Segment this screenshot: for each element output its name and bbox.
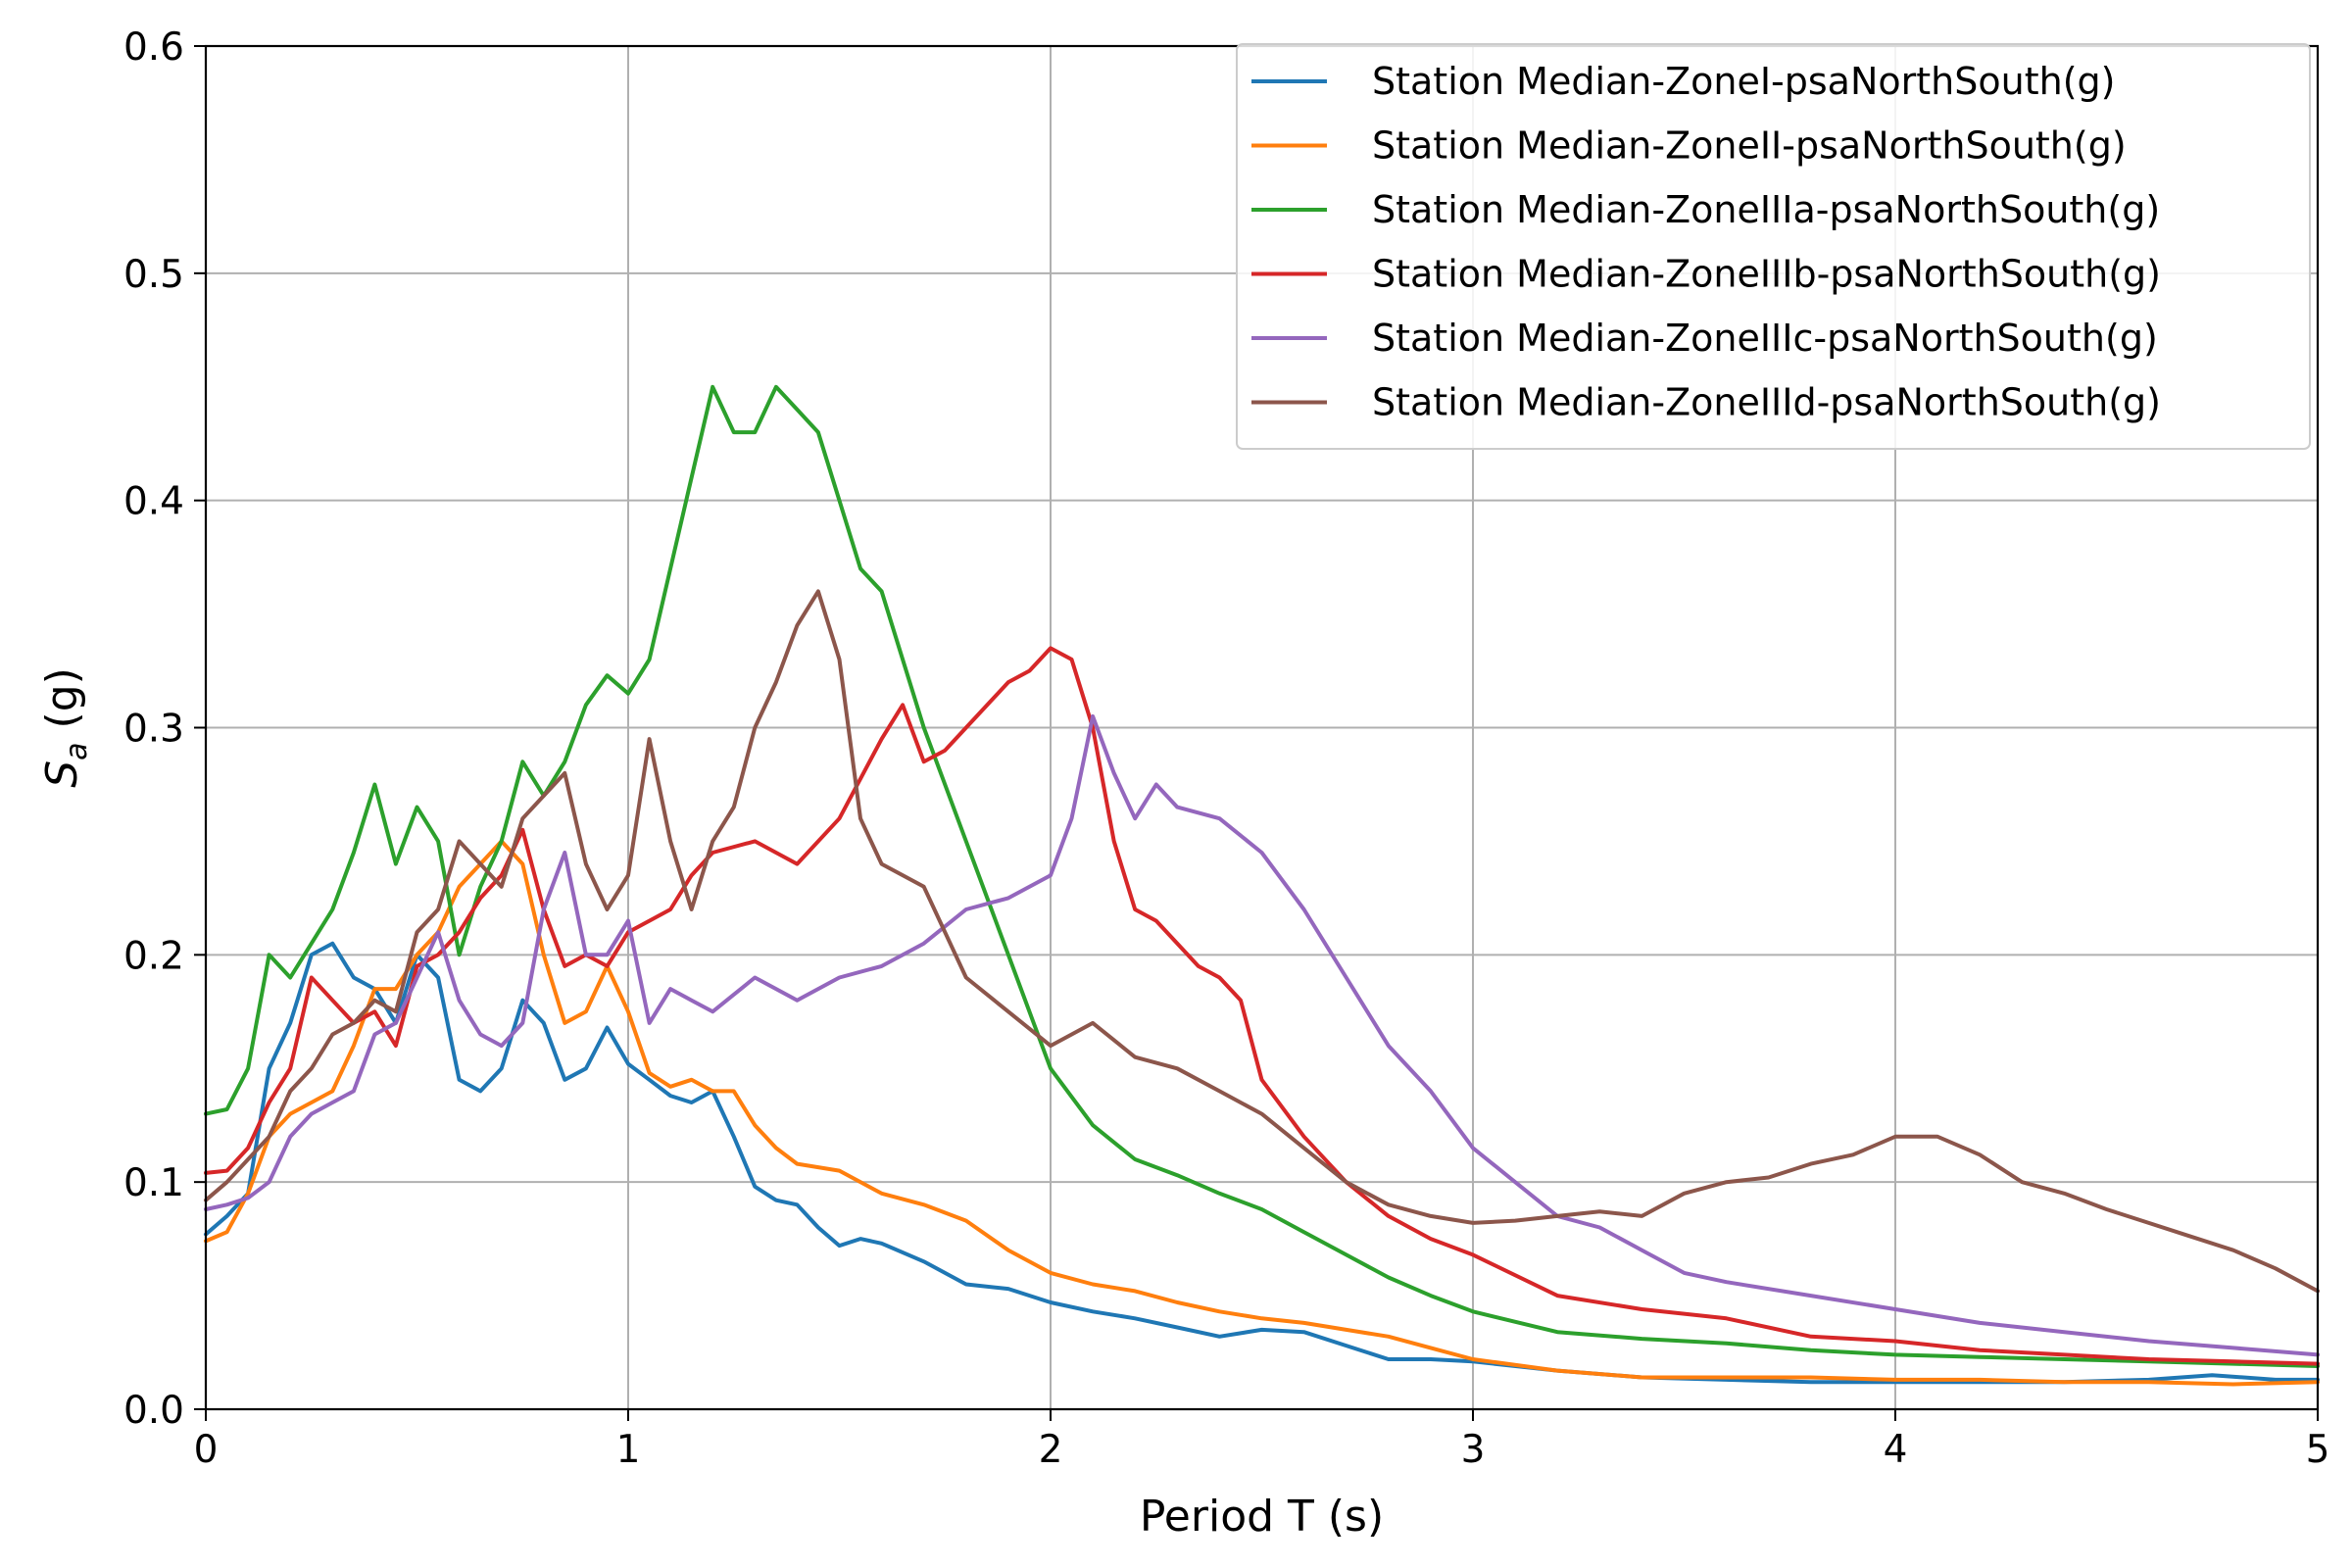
legend-label: Station Median-ZoneI-psaNorthSouth(g) bbox=[1372, 60, 2115, 103]
y-tick-label: 0.5 bbox=[123, 253, 184, 297]
legend-label: Station Median-ZoneIIIb-psaNorthSouth(g) bbox=[1372, 253, 2161, 296]
y-axis-label-subscript: a bbox=[60, 742, 94, 760]
legend-label: Station Median-ZoneII-psaNorthSouth(g) bbox=[1372, 124, 2127, 168]
x-tick-label: 4 bbox=[1884, 1428, 1908, 1472]
legend-label: Station Median-ZoneIIIa-psaNorthSouth(g) bbox=[1372, 188, 2160, 231]
series-line-5 bbox=[204, 713, 2320, 1357]
y-tick-label: 0.1 bbox=[123, 1161, 184, 1205]
y-tick-label: 0.6 bbox=[123, 25, 184, 70]
x-tick-label: 1 bbox=[616, 1428, 641, 1472]
series-line-6 bbox=[204, 589, 2320, 1294]
legend-box bbox=[1236, 43, 2311, 450]
series-layer bbox=[204, 384, 2320, 1387]
x-tick-label: 5 bbox=[2306, 1428, 2330, 1472]
x-tick-label: 0 bbox=[194, 1428, 219, 1472]
series-line-4 bbox=[204, 646, 2320, 1366]
series-line-3 bbox=[204, 384, 2320, 1368]
y-axis-label: Sa (g) bbox=[37, 667, 94, 788]
y-tick-label: 0.4 bbox=[123, 480, 184, 524]
legend: Station Median-ZoneI-psaNorthSouth(g) Sta… bbox=[1236, 43, 2311, 450]
y-axis-label-unit: (g) bbox=[37, 667, 87, 742]
legend-label: Station Median-ZoneIIId-psaNorthSouth(g) bbox=[1372, 381, 2161, 424]
x-tick-label: 3 bbox=[1461, 1428, 1486, 1472]
y-tick-label: 0.0 bbox=[123, 1389, 184, 1433]
x-axis-label: Period T (s) bbox=[1140, 1492, 1384, 1542]
y-axis-label-base: S bbox=[37, 760, 87, 788]
x-tick-label: 2 bbox=[1039, 1428, 1063, 1472]
legend-label: Station Median-ZoneIIIc-psaNorthSouth(g) bbox=[1372, 317, 2158, 360]
grid-lines bbox=[205, 45, 2319, 1410]
axis-ticks: 0 1 2 3 4 5 0.0 0.1 0.2 0.3 0.4 0.5 0.6 bbox=[123, 25, 2329, 1472]
series-line-2 bbox=[204, 839, 2320, 1387]
y-tick-label: 0.2 bbox=[123, 934, 184, 978]
y-tick-label: 0.3 bbox=[123, 708, 184, 752]
